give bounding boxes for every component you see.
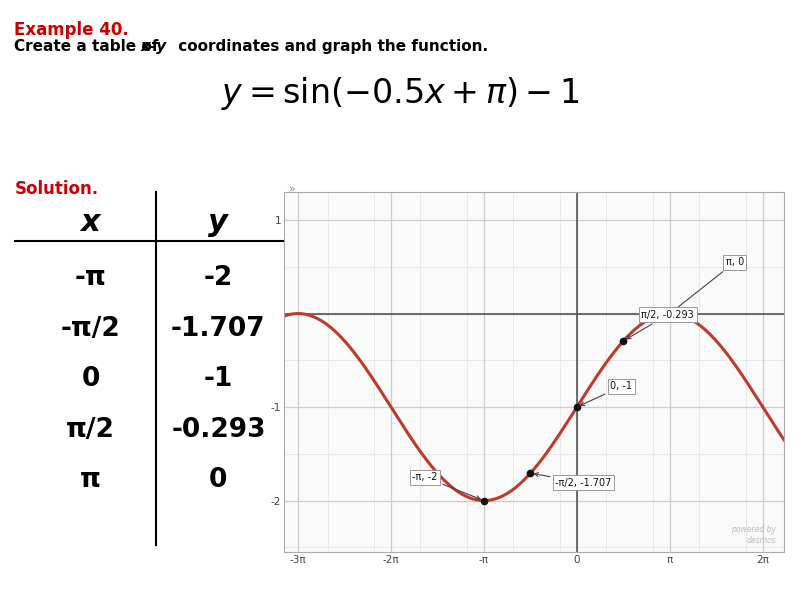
Text: »: »	[289, 184, 296, 193]
Text: -0.293: -0.293	[171, 416, 266, 443]
Text: π/2: π/2	[66, 416, 115, 443]
Text: -π, -2: -π, -2	[412, 472, 480, 499]
Text: -π/2, -1.707: -π/2, -1.707	[534, 473, 612, 488]
Text: Example 40.: Example 40.	[14, 21, 129, 39]
Text: $y = \sin(-0.5x + \pi) - 1$: $y = \sin(-0.5x + \pi) - 1$	[221, 75, 579, 112]
Text: -2: -2	[204, 265, 233, 292]
Text: -π/2: -π/2	[61, 316, 121, 342]
Text: coordinates and graph the function.: coordinates and graph the function.	[173, 39, 488, 54]
Text: powered by
desmos: powered by desmos	[731, 526, 777, 545]
Text: 0: 0	[210, 467, 227, 493]
Text: x: x	[81, 208, 100, 237]
Text: 0, -1: 0, -1	[581, 382, 632, 406]
Text: x-y: x-y	[141, 39, 167, 54]
Text: π/2, -0.293: π/2, -0.293	[627, 310, 694, 339]
Text: -π: -π	[74, 265, 106, 292]
Text: 0: 0	[82, 366, 100, 392]
Text: -1: -1	[204, 366, 233, 392]
Text: -1.707: -1.707	[171, 316, 266, 342]
Text: π, 0: π, 0	[673, 257, 744, 311]
Text: π: π	[80, 467, 101, 493]
Text: y: y	[209, 208, 228, 237]
Text: Create a table of: Create a table of	[14, 39, 164, 54]
Text: Solution.: Solution.	[14, 180, 98, 198]
